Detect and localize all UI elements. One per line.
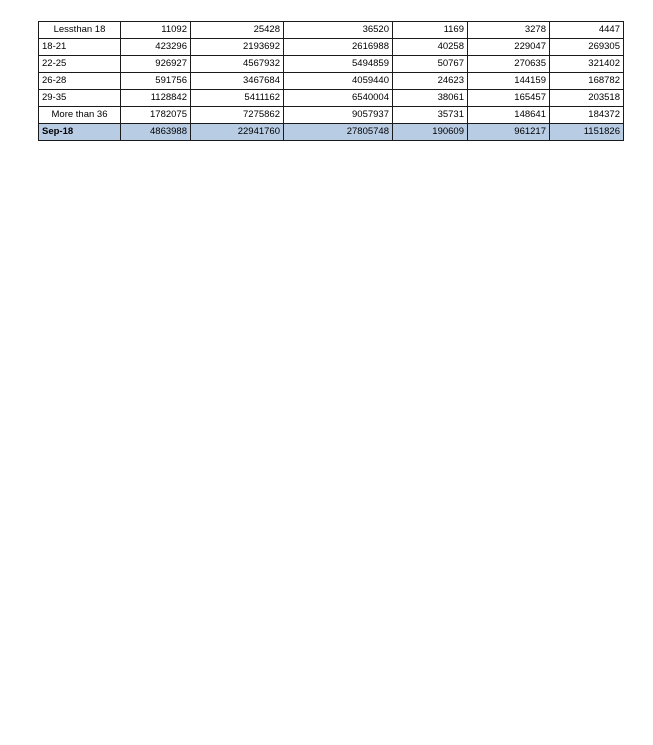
table-cell-total: 190609 [392, 123, 468, 141]
table-cell: 270635 [467, 55, 550, 73]
table-cell: 2193692 [190, 38, 284, 56]
table-cell: 38061 [392, 89, 468, 107]
spreadsheet-area: Lessthan 18 11092 25428 36520 1169 3278 … [38, 21, 624, 141]
table-cell: 144159 [467, 72, 550, 90]
table-cell: 184372 [549, 106, 624, 124]
table-cell: 1782075 [120, 106, 191, 124]
table-cell: 203518 [549, 89, 624, 107]
table-cell: 3467684 [190, 72, 284, 90]
table-cell: 4447 [549, 21, 624, 39]
row-label: 29-35 [38, 89, 121, 107]
table-cell: 2616988 [283, 38, 393, 56]
table-cell: 229047 [467, 38, 550, 56]
table-cell: 4567932 [190, 55, 284, 73]
row-label: Lessthan 18 [38, 21, 121, 39]
table-row[interactable]: 26-28 591756 3467684 4059440 24623 14415… [38, 72, 624, 90]
table-total-row[interactable]: Sep-18 4863988 22941760 27805748 190609 … [38, 123, 624, 141]
row-label-total: Sep-18 [38, 123, 121, 141]
table-cell: 926927 [120, 55, 191, 73]
table-row[interactable]: More than 36 1782075 7275862 9057937 357… [38, 106, 624, 124]
table-cell: 40258 [392, 38, 468, 56]
table-cell: 35731 [392, 106, 468, 124]
table-cell: 321402 [549, 55, 624, 73]
table-cell: 423296 [120, 38, 191, 56]
row-label: More than 36 [38, 106, 121, 124]
row-label: 18-21 [38, 38, 121, 56]
table-cell: 6540004 [283, 89, 393, 107]
table-cell-total: 27805748 [283, 123, 393, 141]
table-cell: 11092 [120, 21, 191, 39]
table-cell: 50767 [392, 55, 468, 73]
table-cell: 148641 [467, 106, 550, 124]
table-cell: 168782 [549, 72, 624, 90]
table-cell: 165457 [467, 89, 550, 107]
table-cell: 5494859 [283, 55, 393, 73]
table-row[interactable]: 22-25 926927 4567932 5494859 50767 27063… [38, 55, 624, 73]
table-cell-total: 22941760 [190, 123, 284, 141]
table-cell: 24623 [392, 72, 468, 90]
table-body: Lessthan 18 11092 25428 36520 1169 3278 … [38, 21, 624, 141]
table-cell: 36520 [283, 21, 393, 39]
table-cell: 1128842 [120, 89, 191, 107]
row-label: 22-25 [38, 55, 121, 73]
table-row[interactable]: Lessthan 18 11092 25428 36520 1169 3278 … [38, 21, 624, 39]
table-cell: 3278 [467, 21, 550, 39]
table-row[interactable]: 18-21 423296 2193692 2616988 40258 22904… [38, 38, 624, 56]
table-cell-total: 4863988 [120, 123, 191, 141]
table-cell: 9057937 [283, 106, 393, 124]
age-group-data-table: Lessthan 18 11092 25428 36520 1169 3278 … [38, 21, 624, 141]
row-label: 26-28 [38, 72, 121, 90]
table-cell: 4059440 [283, 72, 393, 90]
table-cell-total: 1151826 [549, 123, 624, 141]
table-cell: 5411162 [190, 89, 284, 107]
table-cell: 7275862 [190, 106, 284, 124]
table-cell: 591756 [120, 72, 191, 90]
table-row[interactable]: 29-35 1128842 5411162 6540004 38061 1654… [38, 89, 624, 107]
table-cell: 1169 [392, 21, 468, 39]
table-cell: 25428 [190, 21, 284, 39]
table-cell-total: 961217 [467, 123, 550, 141]
table-cell: 269305 [549, 38, 624, 56]
